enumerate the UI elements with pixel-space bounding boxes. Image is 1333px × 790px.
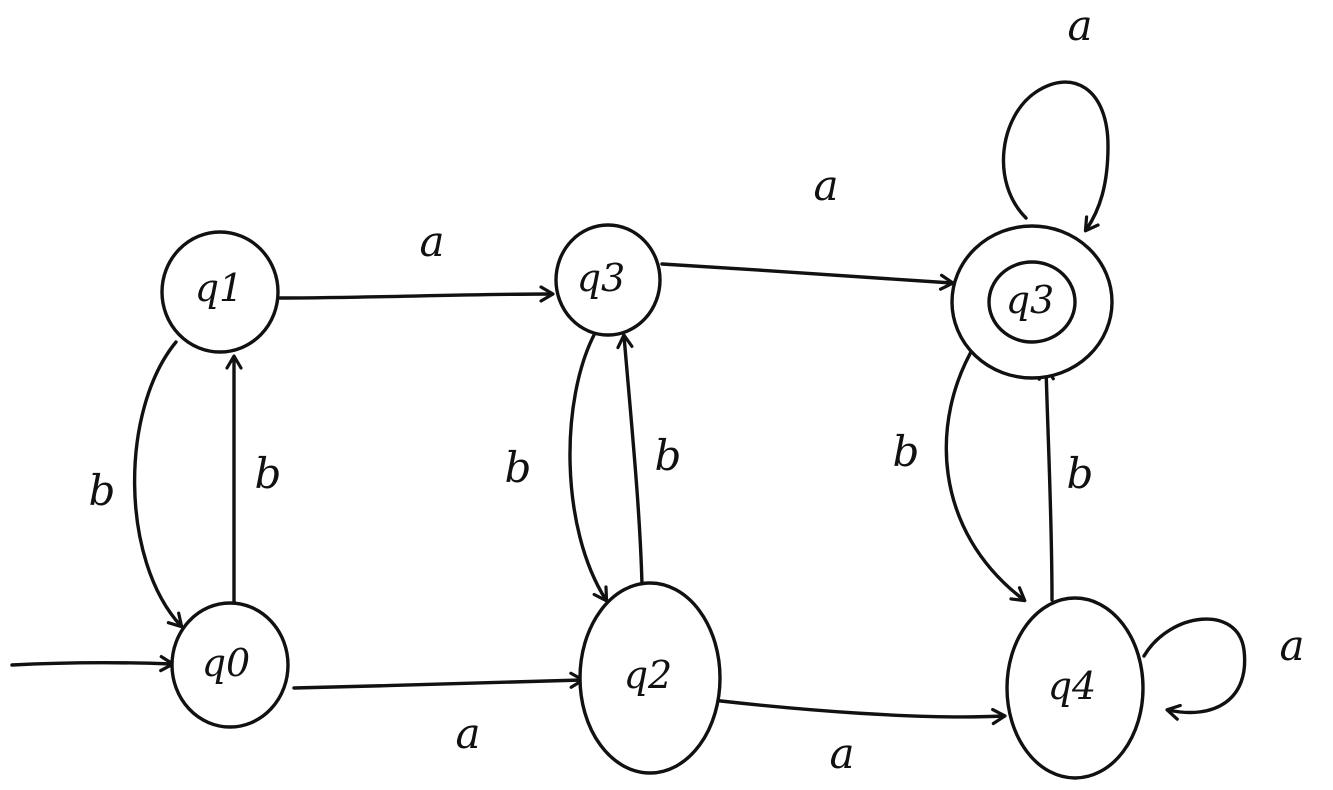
transition-label-q2-q3a: b (655, 431, 682, 480)
states-layer: q0 q1 q2 q3 q3 q4 (160, 223, 1145, 780)
transition-arrow-q3b-q4 (944, 343, 1027, 603)
transitions-layer (10, 80, 1247, 726)
transition-arrow-q4-self (1142, 617, 1247, 721)
transition-arrow-q1-q0 (132, 340, 184, 629)
state-node-q4: q4 (1005, 596, 1145, 780)
transition-label-q0-q2: a (455, 709, 480, 758)
transition-arrow-q2-q4 (710, 698, 1007, 726)
state-node-q0: q0 (170, 601, 290, 729)
state-label-q2: q2 (624, 653, 673, 697)
state-label-q4: q4 (1048, 664, 1097, 708)
state-circle-q4 (1005, 596, 1145, 780)
state-circle-q0 (170, 601, 290, 729)
state-circle-q3b (950, 224, 1114, 380)
transition-label-q3a-q3b: a (813, 161, 838, 210)
state-circle-q2 (578, 581, 722, 775)
transition-label-q3a-q2: b (505, 443, 532, 492)
state-circle-q1 (160, 230, 280, 354)
transition-arrow-q4-q3b (1037, 365, 1055, 602)
transition-label-q4-q3b: b (1067, 449, 1094, 498)
transition-label-q4-self: a (1279, 621, 1304, 670)
transition-label-q2-q4: a (829, 729, 854, 778)
transition-arrow-q3b-self (1001, 80, 1110, 233)
transition-arrow-q3a-q2 (568, 331, 609, 603)
transition-arrow-q2-q3a (616, 333, 644, 587)
state-node-q3a: q3 (554, 223, 662, 337)
state-node-q3b: q3 (950, 224, 1114, 380)
accepting-ring-q3b (987, 260, 1077, 344)
state-node-q1: q1 (160, 230, 280, 354)
transition-arrow-q3a-q3b (660, 262, 955, 291)
transition-label-q1-q0: b (89, 466, 116, 515)
state-label-q3b: q3 (1006, 278, 1055, 322)
state-label-q3a: q3 (577, 256, 626, 300)
state-circle-q3a (554, 223, 662, 337)
transition-arrow-q1-q3a (278, 285, 555, 303)
start-arrow (10, 654, 175, 673)
transition-label-q3b-q4: b (893, 427, 920, 476)
labels-layer: a a a a a a b b b b b b (89, 1, 1305, 778)
transition-label-q3b-self: a (1067, 1, 1092, 50)
state-label-q0: q0 (202, 641, 251, 685)
transition-arrow-q0-q2 (292, 671, 585, 690)
state-node-q2: q2 (578, 581, 722, 775)
transition-label-q1-q3a: a (419, 217, 444, 266)
state-label-q1: q1 (195, 266, 244, 310)
transition-label-q0-q1: b (255, 449, 282, 498)
